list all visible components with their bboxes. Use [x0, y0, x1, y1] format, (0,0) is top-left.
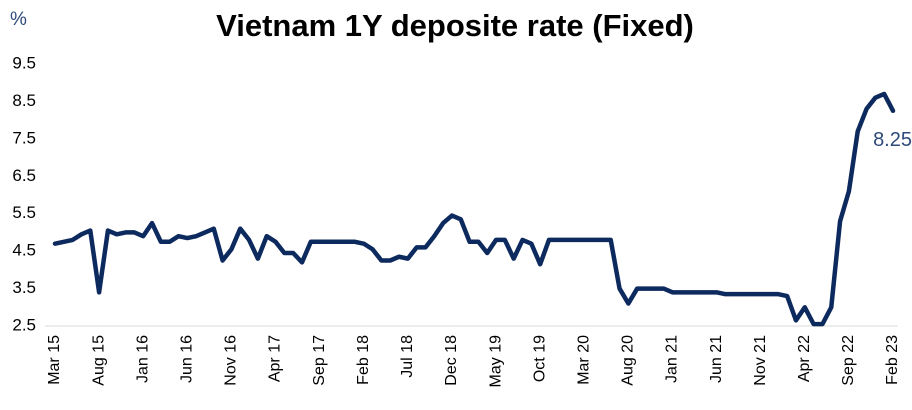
- x-tick-label: Mar 15: [46, 335, 63, 385]
- y-tick-label: 6.5: [12, 166, 36, 185]
- y-tick-label: 2.5: [12, 315, 36, 334]
- x-tick-label: Sep 17: [311, 335, 328, 386]
- x-tick-label: Aug 15: [90, 335, 107, 386]
- x-tick-label: May 19: [487, 335, 504, 388]
- x-tick-label: Mar 20: [575, 335, 592, 385]
- y-tick-label: 5.5: [12, 203, 36, 222]
- x-tick-label: Apr 22: [796, 335, 813, 382]
- chart-title: Vietnam 1Y deposite rate (Fixed): [216, 8, 694, 43]
- y-tick-label: 9.5: [12, 53, 36, 72]
- y-tick-label: 8.5: [12, 91, 36, 110]
- y-tick-label: 4.5: [12, 241, 36, 260]
- y-tick-label: 3.5: [12, 278, 36, 297]
- x-tick-label: Jun 21: [708, 335, 725, 383]
- x-tick-label: Jan 16: [134, 335, 151, 383]
- x-tick-label: Jul 18: [399, 335, 416, 378]
- x-tick-label: Jan 21: [664, 335, 681, 383]
- x-tick-label: Feb 18: [355, 335, 372, 385]
- x-tick-label: Sep 22: [840, 335, 857, 386]
- x-tick-label: Dec 18: [443, 335, 460, 386]
- x-tick-label: Nov 21: [752, 335, 769, 386]
- data-label: 8.25: [873, 129, 912, 151]
- x-tick-label: Jun 16: [179, 335, 196, 383]
- x-tick-label: Feb 23: [884, 335, 901, 385]
- x-tick-label: Aug 20: [620, 335, 637, 386]
- line: [52, 91, 896, 327]
- x-tick-label: Nov 16: [223, 335, 240, 386]
- x-tick-label: Oct 19: [531, 335, 548, 382]
- y-tick-label: 7.5: [12, 128, 36, 147]
- y-axis-label: %: [10, 9, 27, 30]
- x-tick-label: Apr 17: [267, 335, 284, 382]
